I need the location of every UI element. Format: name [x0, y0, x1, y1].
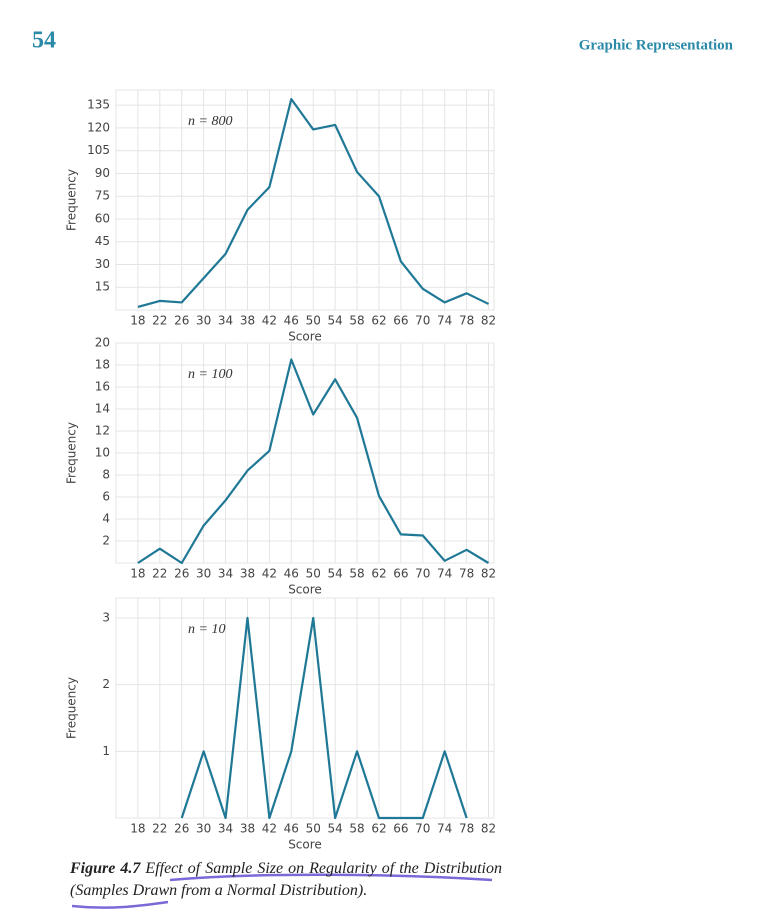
x-tick-label: 38 [240, 567, 255, 581]
annotation: n = 100 [188, 367, 232, 382]
x-tick-label: 66 [393, 314, 408, 328]
y-tick-label: 15 [95, 280, 110, 294]
x-tick-label: 66 [393, 822, 408, 836]
frequency-polygon [180, 616, 468, 820]
x-tick-label: 70 [415, 822, 430, 836]
x-tick-label: 22 [152, 567, 167, 581]
x-tick-label: 62 [371, 567, 386, 581]
plot-area [115, 597, 495, 819]
x-tick-label: 74 [437, 314, 452, 328]
y-tick-label: 2 [102, 677, 110, 691]
x-tick-label: 82 [481, 314, 496, 328]
plot-area [115, 89, 495, 311]
x-tick-label: 74 [437, 822, 452, 836]
x-tick-label: 78 [459, 567, 474, 581]
x-tick-label: 46 [284, 567, 299, 581]
x-tick-label: 18 [130, 314, 145, 328]
x-tick-label: 38 [240, 822, 255, 836]
x-tick-label: 26 [174, 314, 189, 328]
x-tick-label: 78 [459, 822, 474, 836]
page-number: 54 [32, 28, 56, 54]
x-tick-label: 62 [371, 314, 386, 328]
x-tick-label: 30 [196, 822, 211, 836]
x-tick-label: 26 [174, 567, 189, 581]
x-tick-label: 26 [174, 822, 189, 836]
x-tick-label: 58 [349, 567, 364, 581]
x-tick-label: 42 [262, 822, 277, 836]
x-tick-label: 54 [327, 567, 342, 581]
x-tick-label: 58 [349, 314, 364, 328]
x-axis-label: Score [288, 838, 322, 852]
x-tick-label: 30 [196, 567, 211, 581]
x-tick-label: 50 [306, 822, 321, 836]
y-tick-label: 60 [95, 211, 110, 225]
x-tick-label: 34 [218, 567, 233, 581]
x-tick-label: 50 [306, 567, 321, 581]
y-tick-label: 18 [95, 358, 110, 372]
handwritten-underline [71, 873, 493, 909]
y-axis-label: Frequency [65, 677, 79, 739]
x-tick-label: 70 [415, 314, 430, 328]
x-tick-label: 22 [152, 822, 167, 836]
y-tick-label: 6 [102, 490, 110, 504]
y-tick-label: 10 [95, 446, 110, 460]
y-tick-label: 105 [87, 143, 110, 157]
x-tick-label: 34 [218, 314, 233, 328]
x-tick-label: 22 [152, 314, 167, 328]
y-tick-label: 4 [102, 512, 110, 526]
frequency-polygon [137, 358, 490, 565]
x-tick-label: 54 [327, 314, 342, 328]
x-tick-label: 42 [262, 314, 277, 328]
x-tick-label: 46 [284, 822, 299, 836]
y-tick-label: 90 [95, 166, 110, 180]
x-tick-label: 74 [437, 567, 452, 581]
y-tick-label: 2 [102, 534, 110, 548]
x-tick-label: 66 [393, 567, 408, 581]
x-tick-label: 42 [262, 567, 277, 581]
annotation: n = 800 [188, 114, 232, 129]
x-tick-label: 78 [459, 314, 474, 328]
caption-label: Figure 4.7 [70, 860, 141, 877]
annotation: n = 10 [188, 622, 225, 637]
y-tick-label: 75 [95, 189, 110, 203]
y-tick-label: 30 [95, 257, 110, 271]
x-tick-label: 38 [240, 314, 255, 328]
y-tick-label: 20 [95, 336, 110, 350]
y-axis-label: Frequency [65, 422, 79, 484]
running-title: Graphic Representation [579, 37, 734, 53]
y-tick-label: 45 [95, 234, 110, 248]
x-tick-label: 58 [349, 822, 364, 836]
y-tick-label: 120 [87, 120, 110, 134]
x-tick-label: 82 [481, 822, 496, 836]
y-tick-label: 1 [102, 744, 110, 758]
x-axis-label: Score [288, 330, 322, 344]
x-tick-label: 62 [371, 822, 386, 836]
x-tick-label: 82 [481, 567, 496, 581]
x-tick-label: 18 [130, 822, 145, 836]
x-tick-label: 18 [130, 567, 145, 581]
x-tick-label: 54 [327, 822, 342, 836]
x-tick-label: 34 [218, 822, 233, 836]
x-tick-label: 30 [196, 314, 211, 328]
x-tick-label: 46 [284, 314, 299, 328]
y-axis-label: Frequency [65, 169, 79, 231]
y-tick-label: 135 [87, 98, 110, 112]
y-tick-label: 16 [95, 380, 110, 394]
y-tick-label: 3 [102, 611, 110, 625]
caption-text: Effect of Sample Size on Regularity of t… [70, 860, 503, 899]
frequency-polygon [137, 98, 490, 309]
y-tick-label: 8 [102, 468, 110, 482]
x-axis-label: Score [288, 583, 322, 597]
y-tick-label: 12 [95, 424, 110, 438]
x-tick-label: 50 [306, 314, 321, 328]
caption: Figure 4.7 Effect of Sample Size on Regu… [70, 858, 502, 902]
x-tick-label: 70 [415, 567, 430, 581]
y-tick-label: 14 [95, 402, 110, 416]
